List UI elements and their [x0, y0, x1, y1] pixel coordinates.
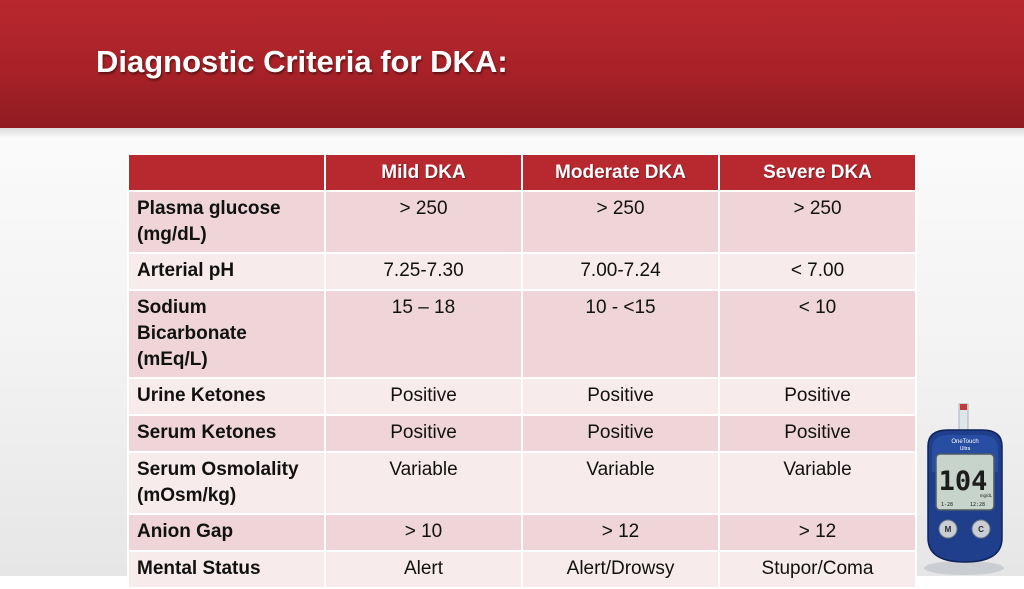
cell-moderate: 7.00-7.24 [521, 252, 720, 291]
row-label: Serum Osmolality (mOsm/kg) [127, 451, 326, 515]
cell-severe: < 7.00 [718, 252, 917, 291]
banner-shadow [0, 128, 1024, 138]
meter-date: 1-28 [941, 502, 953, 508]
cell-moderate: Positive [521, 377, 720, 416]
cell-moderate: > 12 [521, 513, 720, 552]
cell-moderate: > 250 [521, 190, 720, 254]
row-label-line: Plasma glucose [137, 198, 281, 219]
cell-mild: Variable [324, 451, 523, 515]
cell-mild: Positive [324, 414, 523, 453]
cell-moderate: Variable [521, 451, 720, 515]
header-moderate: Moderate DKA [521, 153, 720, 192]
header-severe: Severe DKA [718, 153, 917, 192]
row-label: Sodium Bicarbonate (mEq/L) [127, 289, 326, 379]
table-row: Serum Osmolality (mOsm/kg) Variable Varia… [127, 451, 917, 515]
cell-severe: Positive [718, 414, 917, 453]
meter-brand-line2: Ultra [960, 446, 971, 452]
cell-mild: 7.25-7.30 [324, 252, 523, 291]
table-row: Urine Ketones Positive Positive Positive [127, 377, 917, 416]
table-row: Anion Gap > 10 > 12 > 12 [127, 513, 917, 552]
meter-reflection [924, 561, 1004, 575]
meter-brand-line1: OneTouch [951, 439, 978, 445]
table-row: Sodium Bicarbonate (mEq/L) 15 – 18 10 - <1… [127, 289, 917, 379]
row-label: Arterial pH [127, 252, 326, 291]
meter-reading: 104 [939, 466, 988, 497]
cell-mild: > 10 [324, 513, 523, 552]
header-corner [127, 153, 326, 192]
meter-button-c-label: C [978, 525, 984, 534]
dka-criteria-table: Mild DKA Moderate DKA Severe DKA Plasma … [127, 153, 917, 589]
row-label-line: Sodium [137, 297, 207, 318]
table-row: Serum Ketones Positive Positive Positive [127, 414, 917, 453]
meter-unit: mg/dL [980, 493, 993, 498]
meter-button-m [938, 519, 958, 539]
cell-severe: Stupor/Coma [718, 550, 917, 589]
meter-time: 12:28 [970, 502, 985, 508]
cell-severe: Positive [718, 377, 917, 416]
cell-severe: < 10 [718, 289, 917, 379]
row-label-line: (mEq/L) [137, 349, 208, 370]
meter-button-m-label: M [945, 525, 952, 534]
cell-severe: > 250 [718, 190, 917, 254]
row-label-line: (mg/dL) [137, 224, 207, 245]
strip-tip [960, 404, 967, 410]
meter-screen [935, 453, 995, 511]
cell-mild: Positive [324, 377, 523, 416]
title-banner [0, 0, 1024, 128]
table-header-row: Mild DKA Moderate DKA Severe DKA [127, 153, 917, 192]
table-row: Arterial pH 7.25-7.30 7.00-7.24 < 7.00 [127, 252, 917, 291]
row-label: Urine Ketones [127, 377, 326, 416]
cell-mild: Alert [324, 550, 523, 589]
cell-mild: 15 – 18 [324, 289, 523, 379]
slide-title: Diagnostic Criteria for DKA: [96, 44, 508, 79]
row-label-line: Bicarbonate [137, 323, 247, 344]
row-label: Mental Status [127, 550, 326, 589]
table-row: Plasma glucose (mg/dL) > 250 > 250 > 250 [127, 190, 917, 254]
table-row: Mental Status Alert Alert/Drowsy Stupor/… [127, 550, 917, 589]
cell-moderate: Alert/Drowsy [521, 550, 720, 589]
row-label: Plasma glucose (mg/dL) [127, 190, 326, 254]
cell-mild: > 250 [324, 190, 523, 254]
row-label: Anion Gap [127, 513, 326, 552]
cell-severe: Variable [718, 451, 917, 515]
row-label-line: Serum Osmolality [137, 459, 299, 480]
meter-button-c [971, 519, 991, 539]
row-label: Serum Ketones [127, 414, 326, 453]
row-label-line: (mOsm/kg) [137, 485, 237, 506]
cell-moderate: Positive [521, 414, 720, 453]
cell-moderate: 10 - <15 [521, 289, 720, 379]
cell-severe: > 12 [718, 513, 917, 552]
header-mild: Mild DKA [324, 153, 523, 192]
glucometer-image: OneTouch Ultra 104 mg/dL 1-28 12:28 M C [924, 403, 1004, 575]
